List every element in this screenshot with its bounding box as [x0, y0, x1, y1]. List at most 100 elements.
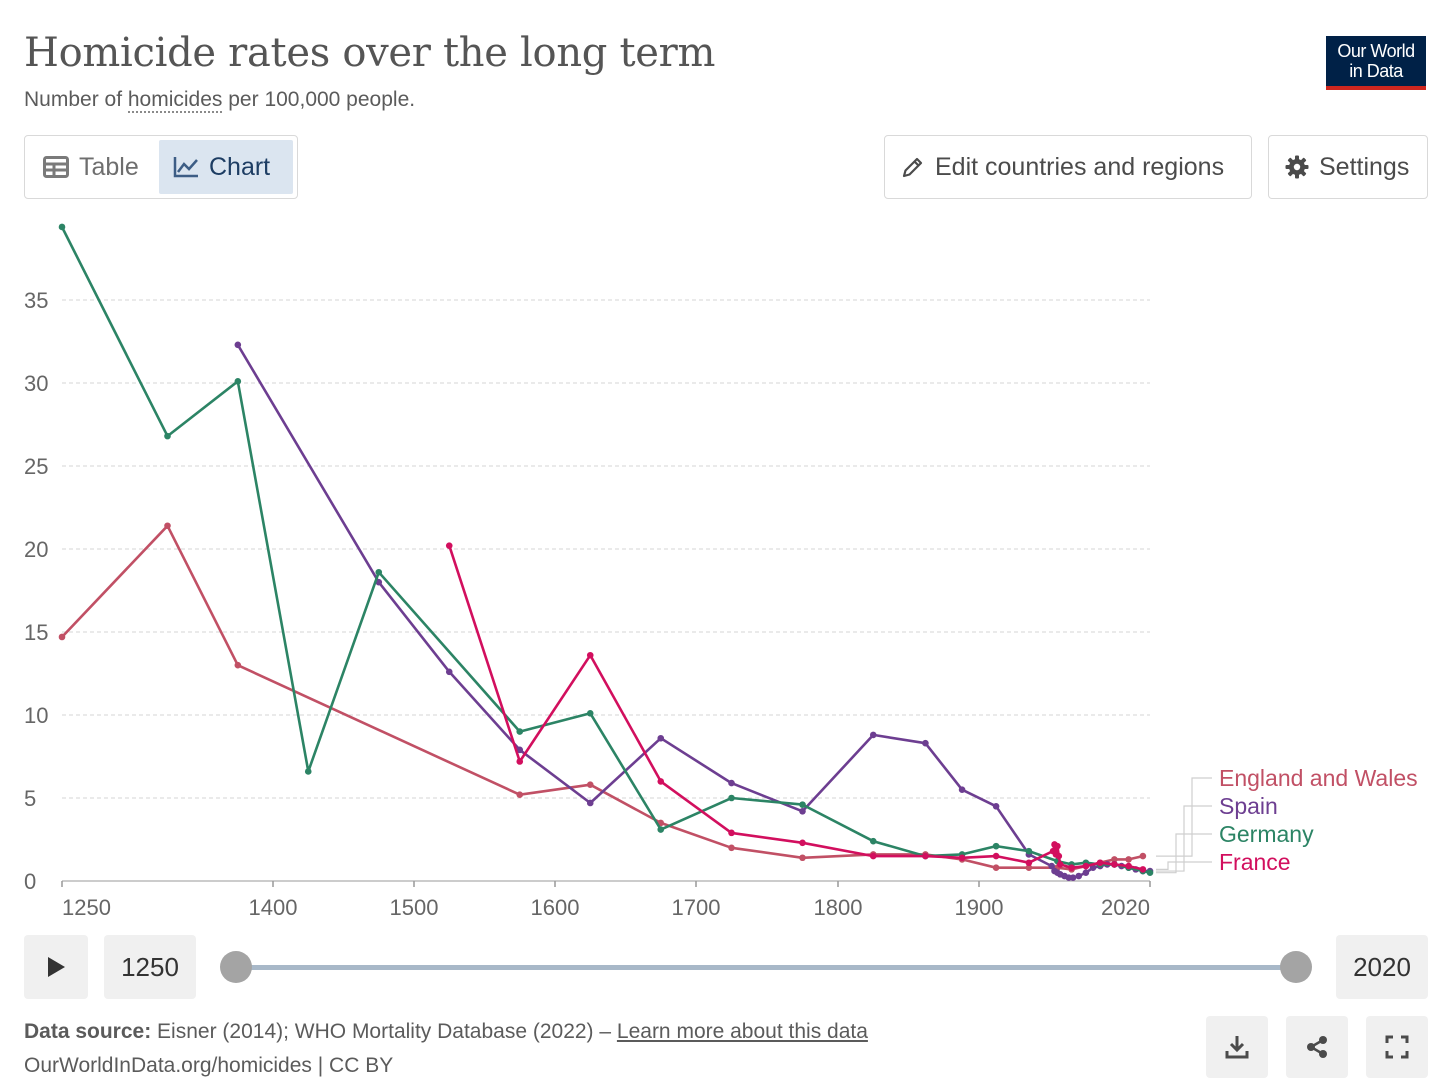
data-point[interactable] — [799, 801, 806, 808]
legend-label[interactable]: England and Wales — [1219, 765, 1418, 791]
fullscreen-button[interactable] — [1366, 1016, 1428, 1078]
series-line[interactable] — [60, 226, 1151, 874]
data-point[interactable] — [958, 854, 966, 862]
homicides-definition-link[interactable]: homicides — [127, 88, 223, 113]
legend-label[interactable]: France — [1219, 849, 1291, 875]
play-button[interactable] — [24, 935, 88, 999]
data-point[interactable] — [234, 341, 242, 349]
data-point[interactable] — [728, 844, 735, 852]
share-button[interactable] — [1286, 1016, 1348, 1078]
source-url[interactable]: OurWorldInData.org/homicides | CC BY — [24, 1054, 394, 1077]
start-year-label[interactable]: 1250 — [104, 935, 196, 999]
data-point[interactable] — [869, 852, 877, 860]
learn-more-link[interactable]: Learn more about this data — [616, 1020, 868, 1043]
data-point[interactable] — [516, 758, 524, 765]
data-point[interactable] — [445, 668, 453, 676]
edit-countries-button[interactable]: Edit countries and regions — [884, 135, 1252, 199]
data-point[interactable] — [1069, 874, 1077, 881]
data-point[interactable] — [58, 223, 66, 231]
data-point[interactable] — [516, 791, 524, 798]
data-point[interactable] — [657, 826, 665, 833]
series-line[interactable] — [61, 524, 1144, 871]
data-point[interactable] — [869, 837, 877, 845]
data-point[interactable] — [1125, 862, 1132, 870]
data-point[interactable] — [657, 734, 665, 742]
data-point[interactable] — [1082, 862, 1090, 870]
data-point[interactable] — [799, 807, 806, 815]
tab-chart[interactable]: Chart — [159, 140, 293, 194]
data-point[interactable] — [992, 852, 1000, 860]
data-point[interactable] — [375, 568, 383, 576]
data-point[interactable] — [1068, 864, 1075, 872]
data-point[interactable] — [1111, 861, 1118, 868]
y-tick-label: 15 — [24, 620, 48, 645]
data-point[interactable] — [1025, 847, 1033, 855]
start-year-handle[interactable] — [220, 951, 252, 983]
data-point[interactable] — [657, 778, 665, 785]
data-point[interactable] — [586, 781, 594, 789]
data-point[interactable] — [1139, 852, 1147, 860]
data-point[interactable] — [728, 829, 735, 837]
owid-logo[interactable]: Our World in Data — [1326, 36, 1426, 90]
legend-label[interactable]: Spain — [1219, 793, 1278, 819]
data-point[interactable] — [992, 864, 1000, 872]
legend-connector — [1156, 833, 1212, 874]
data-point[interactable] — [1146, 869, 1154, 876]
legend-label[interactable]: Germany — [1219, 821, 1314, 847]
data-point[interactable] — [1139, 866, 1147, 873]
data-point[interactable] — [516, 728, 524, 735]
series-england-and-wales[interactable] — [58, 522, 1147, 873]
data-point[interactable] — [1025, 859, 1033, 867]
legend-connector — [1156, 861, 1212, 870]
series-germany[interactable] — [58, 223, 1154, 876]
data-point[interactable] — [922, 852, 929, 860]
data-point[interactable] — [728, 794, 735, 802]
tab-table[interactable]: Table — [29, 140, 159, 194]
x-tick-label: 2020 — [1101, 895, 1150, 920]
data-point[interactable] — [1055, 852, 1063, 860]
end-year-handle[interactable] — [1280, 951, 1312, 983]
x-tick-label: 1600 — [531, 895, 580, 920]
data-point[interactable] — [234, 661, 242, 669]
settings-button[interactable]: Settings — [1268, 135, 1428, 199]
data-point[interactable] — [1075, 872, 1083, 880]
data-point[interactable] — [958, 786, 966, 793]
data-point[interactable] — [922, 739, 929, 747]
data-point[interactable] — [445, 542, 453, 549]
data-point[interactable] — [1096, 859, 1104, 867]
data-point[interactable] — [1125, 856, 1132, 863]
data-point[interactable] — [58, 633, 66, 641]
series-spain[interactable] — [234, 341, 1154, 881]
data-point[interactable] — [516, 746, 524, 754]
series-france[interactable] — [445, 542, 1147, 873]
data-point[interactable] — [1054, 842, 1061, 850]
data-point[interactable] — [869, 731, 877, 739]
y-tick-label: 5 — [24, 786, 36, 811]
data-point[interactable] — [164, 432, 171, 440]
y-tick-label: 25 — [24, 454, 48, 479]
data-point[interactable] — [234, 378, 242, 385]
download-button[interactable] — [1206, 1016, 1268, 1078]
data-point[interactable] — [1111, 856, 1118, 863]
data-point[interactable] — [1025, 864, 1033, 872]
timeline-controls: 1250 2020 — [0, 935, 1446, 999]
series-line[interactable] — [448, 545, 1144, 871]
data-point[interactable] — [586, 651, 594, 659]
data-point[interactable] — [728, 779, 735, 787]
data-point[interactable] — [586, 799, 594, 807]
data-point[interactable] — [992, 842, 1000, 850]
fullscreen-icon — [1385, 1035, 1409, 1059]
data-source-text: Eisner (2014); WHO Mortality Database (2… — [151, 1020, 617, 1043]
data-point[interactable] — [799, 854, 806, 862]
data-point[interactable] — [799, 839, 806, 847]
data-point[interactable] — [992, 803, 1000, 810]
timeline-track[interactable] — [236, 965, 1296, 970]
end-year-label[interactable]: 2020 — [1336, 935, 1428, 999]
data-point[interactable] — [1056, 861, 1064, 868]
data-point[interactable] — [586, 710, 594, 717]
data-point[interactable] — [1082, 869, 1090, 876]
data-point[interactable] — [1048, 862, 1055, 870]
subtitle-prefix: Number of — [24, 88, 128, 111]
data-point[interactable] — [304, 768, 312, 775]
data-point[interactable] — [164, 522, 171, 530]
